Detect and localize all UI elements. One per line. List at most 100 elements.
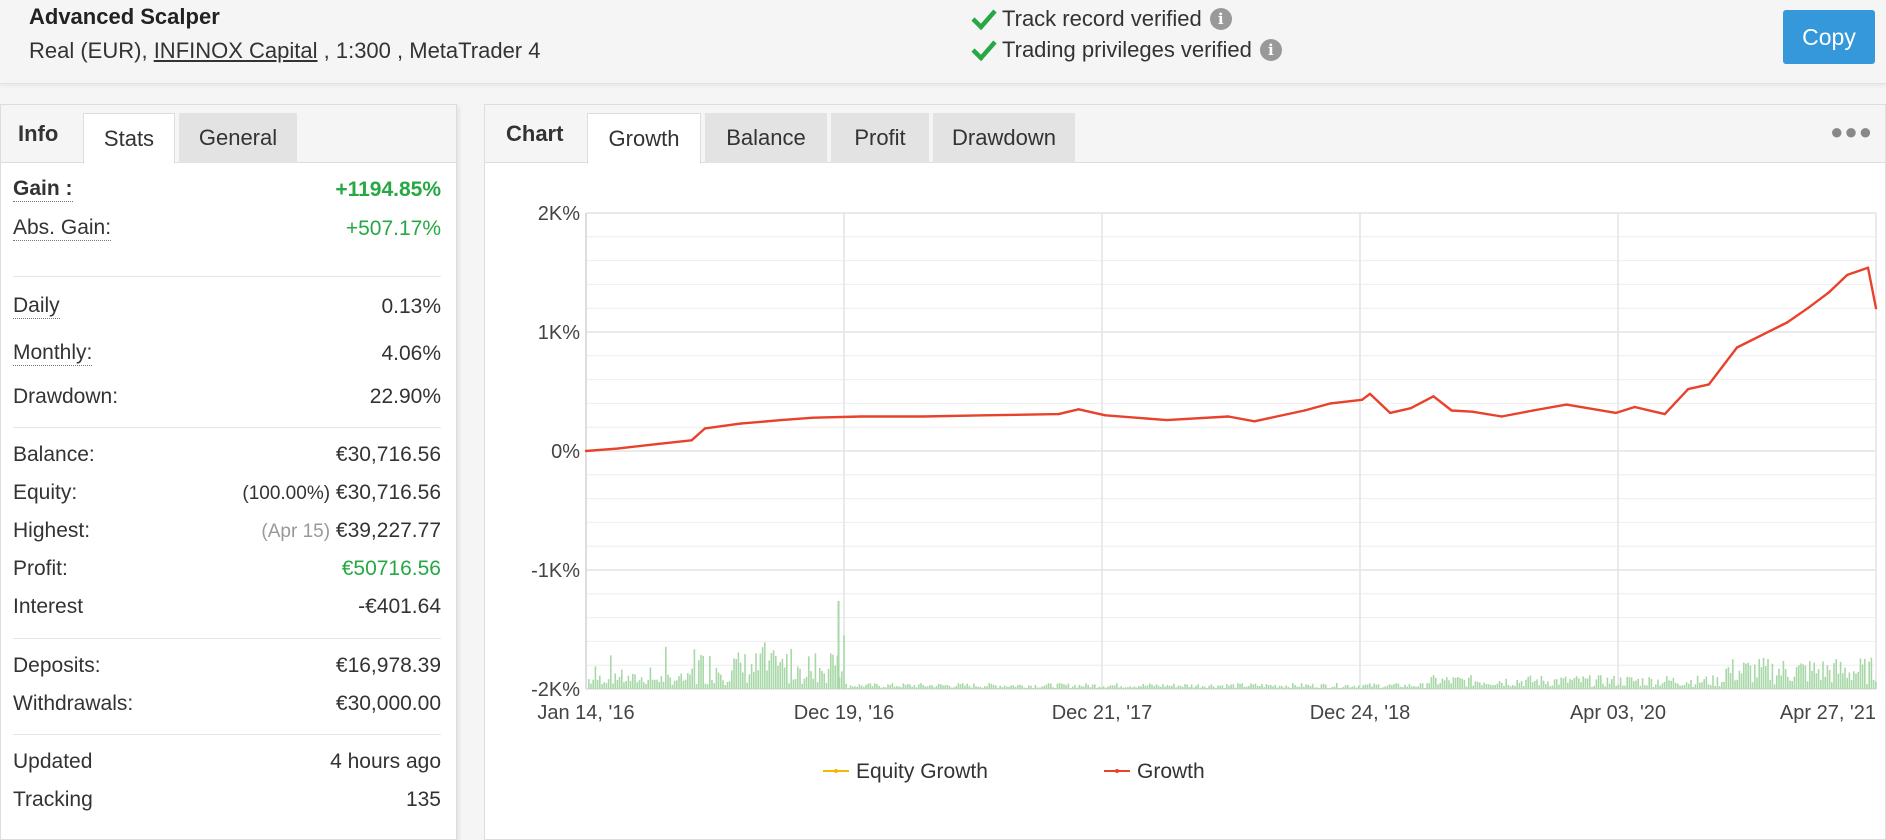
volume-bar <box>1727 667 1730 689</box>
volume-bar <box>610 655 612 689</box>
growth-chart[interactable]: 2K% 1K% 0% -1K% -2K%Jan 14, '16 Dec 19, '16 De… <box>485 163 1885 839</box>
x-tick-label: Jan 14, '16 <box>537 702 634 724</box>
volume-bar <box>764 642 766 689</box>
gain-label[interactable]: Gain : <box>13 177 73 202</box>
volume-bar <box>1765 666 1767 689</box>
volume-bar <box>1855 673 1857 689</box>
volume-bar <box>1430 677 1433 689</box>
volume-bar <box>783 667 786 689</box>
system-header: Advanced Scalper Real (EUR), INFINOX Cap… <box>0 0 1886 84</box>
volume-bar <box>1131 687 1133 689</box>
x-tick-label: Apr 27, '21 <box>1780 702 1876 724</box>
volume-bar <box>1003 685 1006 689</box>
volume-bar <box>1690 679 1692 689</box>
volume-bar <box>720 674 722 689</box>
volume-bar <box>592 679 594 689</box>
volume-bar <box>999 685 1001 689</box>
volume-bar <box>1388 684 1391 689</box>
tab-drawdown[interactable]: Drawdown <box>933 113 1075 163</box>
volume-bar <box>1756 677 1758 689</box>
volume-bar <box>651 679 654 689</box>
volume-bar <box>957 683 960 689</box>
copy-button[interactable]: Copy <box>1783 10 1875 64</box>
volume-bar <box>1096 687 1098 689</box>
volume-bar <box>1824 676 1826 689</box>
volume-bar <box>1721 681 1723 689</box>
volume-bar <box>1212 686 1215 689</box>
volume-bar <box>794 679 797 689</box>
interest-value: -€401.64 <box>358 595 441 618</box>
info-icon[interactable]: i <box>1209 8 1232 30</box>
tab-general[interactable]: General <box>179 113 297 163</box>
growth-point <box>921 415 925 418</box>
abs-gain-label[interactable]: Abs. Gain: <box>13 216 112 241</box>
volume-bar <box>1118 687 1120 689</box>
volume-bar <box>1745 663 1747 689</box>
x-tick-label: Dec 19, '16 <box>794 702 895 724</box>
divider <box>13 638 441 639</box>
volume-bar <box>775 655 777 689</box>
broker-link[interactable]: INFINOX Capital <box>153 38 318 63</box>
growth-point <box>1165 418 1168 422</box>
more-options-icon[interactable]: ●●● <box>1830 119 1873 144</box>
volume-bar <box>790 648 792 689</box>
volume-bar <box>1276 687 1279 689</box>
volume-bar <box>1558 684 1560 689</box>
volume-bar <box>629 680 632 689</box>
volume-bar <box>777 665 779 689</box>
volume-bar <box>926 686 929 689</box>
tab-info[interactable]: Info <box>18 121 59 146</box>
volume-bar <box>1663 681 1666 689</box>
growth-point <box>1104 414 1107 417</box>
volume-bar <box>959 684 962 689</box>
growth-point <box>1450 409 1453 412</box>
stat-profit: Profit: €50716.56 <box>13 557 441 581</box>
volume-bar <box>832 654 834 689</box>
volume-bar <box>1806 681 1809 689</box>
volume-bar <box>1061 683 1063 689</box>
volume-bar <box>915 687 918 689</box>
tab-stats[interactable]: Stats <box>83 113 175 164</box>
volume-bar <box>1014 686 1017 689</box>
daily-value: 0.13% <box>381 294 441 318</box>
growth-point <box>1827 291 1830 294</box>
volume-bar <box>1340 687 1342 689</box>
volume-bar <box>1608 683 1611 689</box>
growth-point <box>616 447 619 450</box>
volume-bar <box>973 683 975 689</box>
profit-value: €50716.56 <box>341 557 441 580</box>
volume-bar <box>1309 686 1312 689</box>
volume-bar <box>1272 686 1274 689</box>
volume-bar <box>834 665 836 689</box>
volume-bar <box>709 655 711 689</box>
tab-chart[interactable]: Chart <box>506 121 564 146</box>
tab-balance[interactable]: Balance <box>705 113 827 163</box>
volume-bar <box>1624 685 1626 689</box>
volume-bar <box>1250 683 1252 689</box>
volume-bar <box>1758 658 1760 689</box>
tracking-label: Tracking <box>13 788 93 811</box>
tab-profit[interactable]: Profit <box>831 113 929 163</box>
info-icon[interactable]: i <box>1259 39 1282 61</box>
growth-point <box>1633 405 1636 409</box>
tab-growth[interactable]: Growth <box>587 113 701 164</box>
volume-bar <box>621 669 623 689</box>
monthly-label[interactable]: Monthly: <box>13 341 93 366</box>
volume-bar <box>830 653 832 689</box>
volume-bar <box>1263 687 1265 689</box>
volume-bar <box>1615 685 1617 689</box>
volume-bar <box>1448 680 1450 689</box>
growth-point <box>1531 409 1535 412</box>
volume-bar <box>946 684 949 689</box>
volume-bar <box>1747 662 1749 689</box>
volume-bar <box>860 685 863 689</box>
volume-bar <box>1670 680 1672 689</box>
volume-bar <box>1551 685 1554 689</box>
volume-bar <box>1226 684 1228 689</box>
volume-bar <box>1219 685 1221 689</box>
daily-label[interactable]: Daily <box>13 294 60 319</box>
growth-point <box>780 418 783 422</box>
volume-bar <box>779 662 781 689</box>
volume-bar <box>1573 677 1576 689</box>
volume-bar <box>1085 683 1087 689</box>
